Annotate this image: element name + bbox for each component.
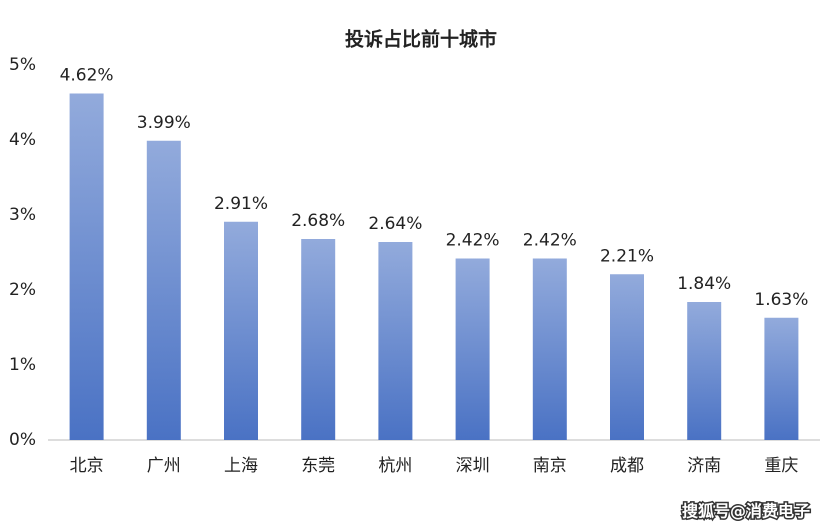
bar (532, 258, 567, 440)
bar (301, 239, 336, 440)
value-label: 4.62% (60, 66, 114, 86)
bar (455, 258, 490, 440)
bar (224, 221, 258, 440)
value-label: 2.64% (368, 214, 422, 234)
bar (610, 274, 644, 440)
x-tick-label: 深圳 (456, 456, 490, 476)
x-tick-label: 重庆 (764, 456, 798, 476)
y-tick-label: 2% (9, 280, 36, 300)
value-label: 1.84% (677, 274, 731, 294)
x-tick-label: 南京 (533, 456, 567, 476)
value-label: 2.68% (291, 211, 345, 231)
x-tick-label: 济南 (687, 456, 721, 476)
value-label: 2.42% (523, 231, 577, 251)
x-tick-label: 成都 (610, 456, 644, 476)
x-tick-label: 杭州 (378, 456, 412, 476)
y-tick-label: 0% (9, 430, 36, 450)
bar (378, 242, 413, 440)
bar (764, 317, 799, 440)
y-tick-label: 1% (9, 355, 36, 375)
y-tick-label: 4% (9, 130, 36, 150)
x-tick-label: 广州 (147, 456, 181, 476)
value-label: 2.91% (214, 194, 268, 214)
x-tick-label: 上海 (224, 456, 258, 476)
y-tick-label: 3% (9, 205, 36, 225)
y-tick-label: 5% (9, 55, 36, 75)
bar (687, 302, 722, 440)
chart-title: 投诉占比前十城市 (345, 28, 497, 51)
bar (146, 140, 181, 440)
watermark: 搜狐号@消费电子 (682, 502, 810, 521)
value-label: 3.99% (137, 113, 191, 133)
bar (69, 93, 104, 440)
value-label: 2.21% (600, 246, 654, 266)
x-tick-label: 东莞 (301, 456, 335, 476)
x-tick-label: 北京 (70, 456, 104, 476)
value-label: 1.63% (754, 290, 808, 310)
value-label: 2.42% (446, 231, 500, 251)
